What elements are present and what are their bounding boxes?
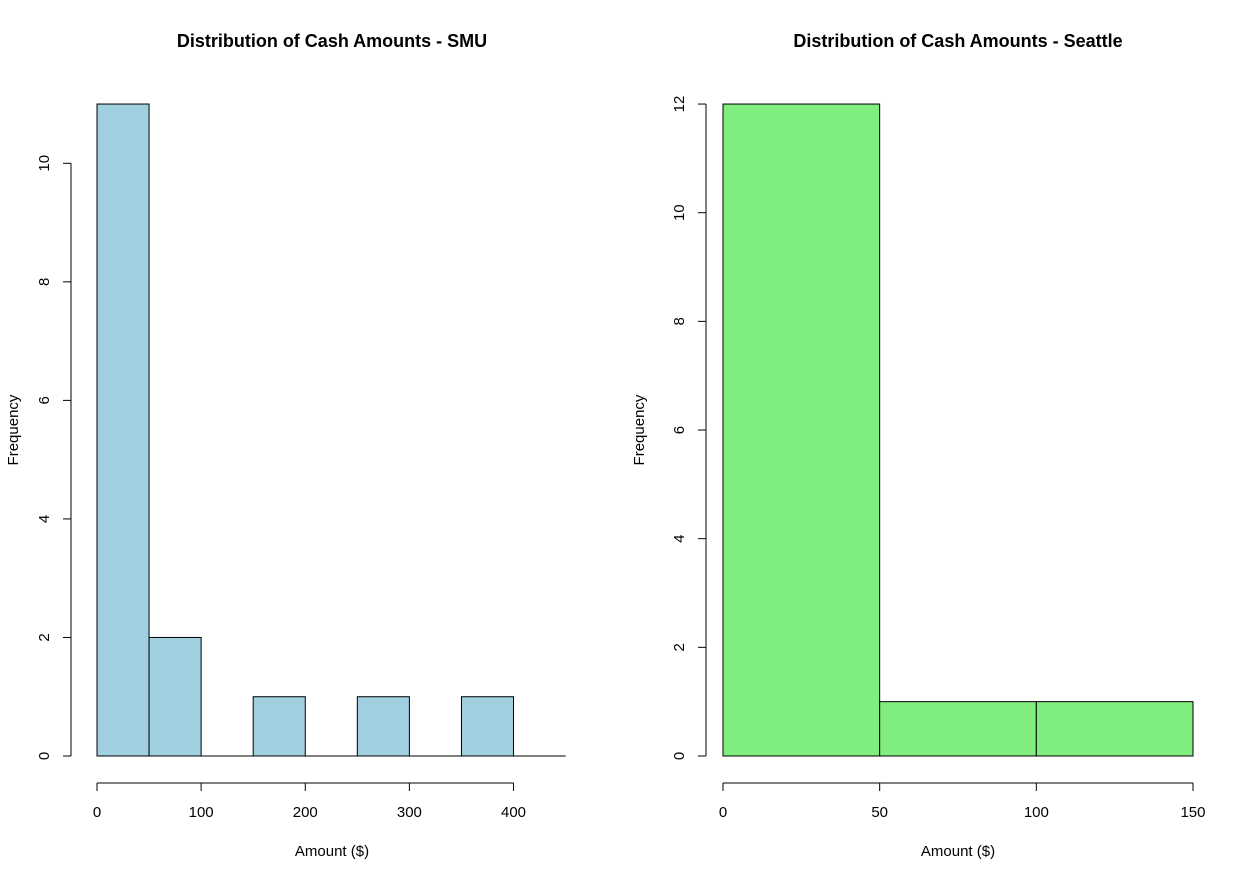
x-axis-label-smu: Amount ($) <box>295 843 369 860</box>
x-tick-label-seattle-0: 0 <box>719 804 727 821</box>
y-tick-label-seattle-8: 8 <box>671 317 688 325</box>
bar-seattle-50-100 <box>879 701 1037 757</box>
y-axis-label-seattle: Frequency <box>631 394 648 465</box>
histogram-smu: Distribution of Cash Amounts - SMU Amoun… <box>5 31 566 860</box>
x-tick-label-smu-100: 100 <box>189 804 214 821</box>
y-axis-seattle: 0 2 4 6 8 10 12 <box>671 96 707 760</box>
y-tick-label-smu-8: 8 <box>36 278 53 286</box>
y-tick-label-seattle-6: 6 <box>671 426 688 434</box>
bar-seattle-100-150 <box>1035 701 1194 757</box>
y-tick-label-smu-6: 6 <box>36 396 53 404</box>
x-tick-label-seattle-100: 100 <box>1024 804 1049 821</box>
y-tick-label-smu-0: 0 <box>36 752 53 760</box>
chart-title-smu: Distribution of Cash Amounts - SMU <box>177 31 487 51</box>
y-tick-label-smu-4: 4 <box>36 515 53 523</box>
x-tick-label-seattle-150: 150 <box>1180 804 1205 821</box>
x-axis-seattle: 0 50 100 150 <box>719 782 1206 821</box>
bar-seattle-0-50 <box>722 103 881 757</box>
bar-smu-50-100 <box>148 636 202 757</box>
bars-seattle <box>722 103 1194 757</box>
chart-title-seattle: Distribution of Cash Amounts - Seattle <box>793 31 1122 51</box>
y-tick-label-seattle-0: 0 <box>671 752 688 760</box>
bar-smu-350-400 <box>460 696 515 757</box>
y-tick-label-seattle-12: 12 <box>671 96 688 113</box>
y-tick-label-seattle-4: 4 <box>671 535 688 543</box>
bar-smu-250-300 <box>356 696 410 757</box>
y-tick-label-seattle-2: 2 <box>671 643 688 651</box>
y-tick-label-smu-10: 10 <box>36 155 53 172</box>
x-axis-label-seattle: Amount ($) <box>921 843 995 860</box>
y-axis-label-smu: Frequency <box>5 394 22 465</box>
x-tick-label-smu-200: 200 <box>293 804 318 821</box>
bar-smu-0-50 <box>96 103 150 757</box>
bar-smu-150-200 <box>252 696 306 757</box>
x-tick-label-smu-0: 0 <box>93 804 101 821</box>
y-tick-label-seattle-10: 10 <box>671 204 688 221</box>
y-tick-label-smu-2: 2 <box>36 633 53 641</box>
histogram-seattle: Distribution of Cash Amounts - Seattle A… <box>631 31 1206 860</box>
bars-smu <box>96 103 566 757</box>
y-axis-smu: 0 2 4 6 8 10 <box>36 155 72 760</box>
x-tick-label-seattle-50: 50 <box>871 804 888 821</box>
x-tick-label-smu-300: 300 <box>397 804 422 821</box>
x-tick-label-smu-400: 400 <box>501 804 526 821</box>
x-axis-smu: 0 100 200 300 400 <box>93 782 526 821</box>
